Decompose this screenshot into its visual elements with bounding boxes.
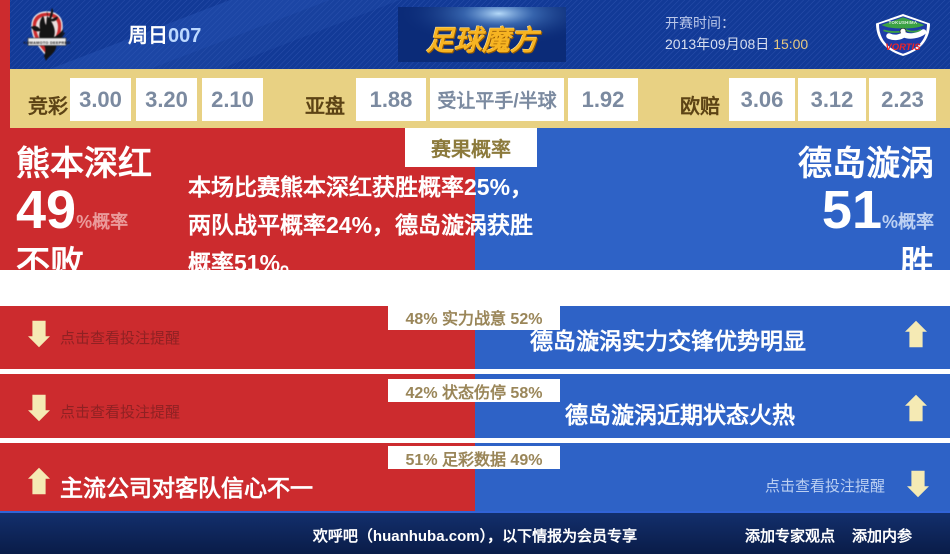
svg-text:VORTIS: VORTIS [885, 42, 921, 53]
svg-text:TOKUSHIMA: TOKUSHIMA [889, 20, 918, 25]
svg-text:KUMAMOTO DEEPRED: KUMAMOTO DEEPRED [24, 41, 71, 45]
